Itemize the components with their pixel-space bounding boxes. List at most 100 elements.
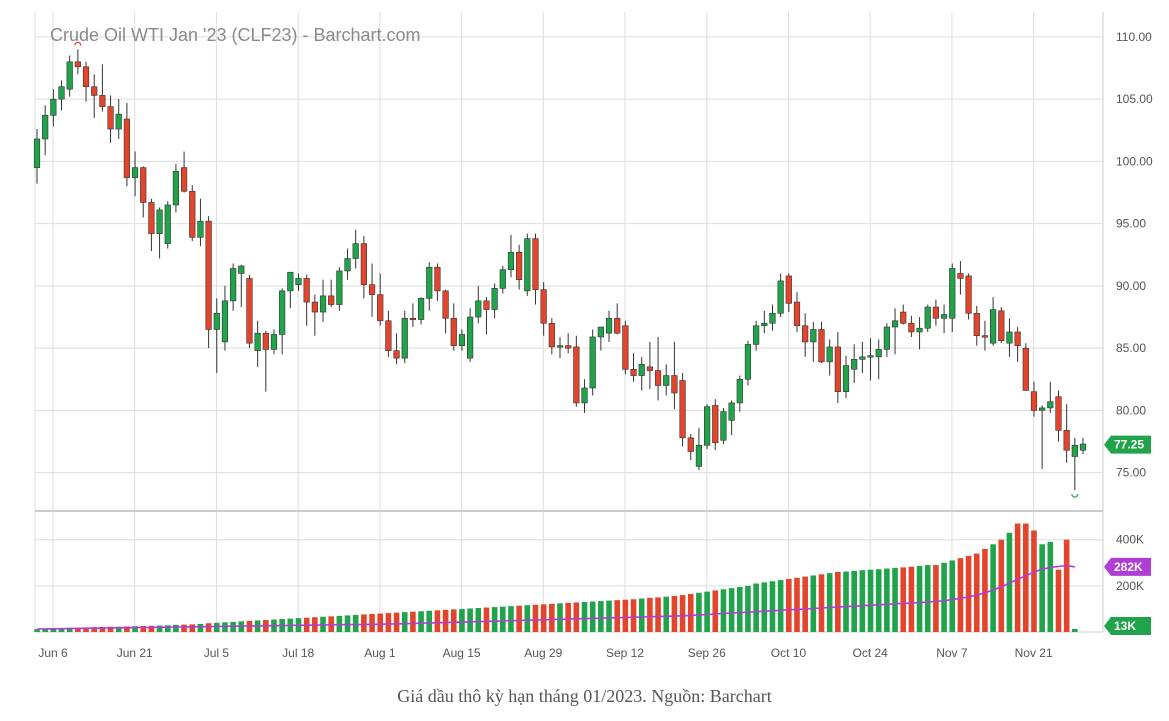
candle-body bbox=[1047, 401, 1054, 409]
candle-body bbox=[932, 306, 940, 319]
candle bbox=[123, 102, 130, 187]
candle-body bbox=[131, 167, 139, 178]
candle bbox=[434, 263, 441, 301]
candle bbox=[630, 353, 637, 382]
candle bbox=[540, 282, 547, 336]
candle-body bbox=[565, 345, 572, 349]
candle bbox=[589, 329, 596, 396]
candle bbox=[442, 289, 449, 334]
volume-bar bbox=[924, 565, 931, 632]
candle bbox=[932, 299, 940, 326]
volume-bar bbox=[1047, 542, 1054, 632]
price-tick-label: 95.00 bbox=[1116, 217, 1146, 231]
volume-bar bbox=[720, 589, 727, 632]
volume-bar bbox=[148, 625, 155, 632]
candle-body bbox=[205, 220, 212, 330]
candle bbox=[58, 80, 65, 111]
candle-body bbox=[532, 238, 539, 290]
candle-body bbox=[66, 61, 73, 90]
candle-body bbox=[156, 209, 163, 234]
volume-bar bbox=[900, 567, 907, 632]
volume-bar bbox=[598, 601, 604, 632]
candle bbox=[875, 339, 882, 380]
candle-body bbox=[172, 171, 180, 206]
volume-bar bbox=[189, 624, 196, 632]
volume-bar bbox=[933, 565, 939, 632]
x-tick-label: Aug 1 bbox=[364, 646, 396, 660]
volume-bar bbox=[1063, 539, 1070, 632]
volume-bar bbox=[712, 590, 719, 632]
candle-body bbox=[148, 202, 155, 234]
volume-bar bbox=[679, 595, 686, 632]
candle-body bbox=[221, 300, 229, 343]
volume-bar bbox=[173, 624, 179, 632]
candle-body bbox=[180, 167, 188, 192]
candle-body bbox=[900, 311, 907, 324]
volume-bar bbox=[91, 627, 98, 632]
candle-body bbox=[377, 294, 384, 322]
candle bbox=[891, 308, 899, 355]
candle-body bbox=[467, 316, 474, 359]
volume-bar bbox=[132, 626, 138, 632]
candle-body bbox=[50, 98, 57, 116]
candle-body bbox=[859, 356, 866, 360]
candle bbox=[221, 285, 229, 351]
candle-body bbox=[336, 270, 343, 305]
candle bbox=[507, 234, 515, 278]
volume-bar bbox=[745, 585, 751, 632]
candle bbox=[1030, 381, 1038, 417]
candle bbox=[409, 303, 417, 327]
candle bbox=[164, 201, 171, 249]
candle-body bbox=[638, 364, 645, 376]
volume-bar bbox=[851, 570, 857, 632]
volume-bar bbox=[549, 603, 555, 632]
candle-body bbox=[254, 332, 261, 351]
volume-bar bbox=[638, 598, 645, 632]
price-chart[interactable]: Jun 6 Jun 21 Jul 5 Jul 18 Aug 1 Aug 15 Aug 29 S… bbox=[0, 0, 1169, 680]
x-tick-label: Jul 5 bbox=[204, 646, 230, 660]
volume-bar bbox=[835, 572, 841, 632]
candle bbox=[703, 404, 711, 449]
candle-body bbox=[965, 275, 972, 314]
volume-bar bbox=[990, 544, 996, 632]
volume-bar bbox=[83, 627, 89, 632]
candle bbox=[458, 329, 466, 351]
volume-bar bbox=[655, 597, 661, 632]
volume-ma-badge: 282K bbox=[1104, 557, 1151, 576]
volume-bar bbox=[181, 624, 187, 632]
candle bbox=[91, 74, 98, 118]
candle bbox=[900, 304, 907, 325]
candle bbox=[279, 288, 286, 355]
candle-body bbox=[761, 322, 768, 327]
candle-body bbox=[695, 444, 703, 467]
volume-bar bbox=[867, 569, 874, 632]
candle bbox=[189, 185, 196, 242]
candle-layer bbox=[33, 41, 1087, 498]
candle-body bbox=[990, 309, 997, 344]
candle-body bbox=[328, 295, 335, 305]
candle bbox=[1022, 343, 1029, 391]
volume-bar bbox=[941, 562, 947, 632]
candle-body bbox=[736, 378, 743, 404]
volume-bar bbox=[794, 577, 800, 632]
candle-body bbox=[589, 336, 596, 389]
candle bbox=[908, 315, 915, 337]
candle-body bbox=[352, 243, 359, 259]
candle-body bbox=[91, 86, 98, 96]
candle-body bbox=[556, 345, 564, 348]
last-price-badge: 77.25 bbox=[1104, 435, 1151, 454]
candle-body bbox=[475, 300, 482, 318]
volume-bar bbox=[385, 613, 392, 632]
candle-body bbox=[123, 118, 130, 178]
candle-body bbox=[663, 375, 670, 386]
candle-body bbox=[1039, 407, 1046, 411]
x-tick-label: Aug 29 bbox=[524, 646, 562, 660]
candle bbox=[924, 304, 931, 332]
volume-bar bbox=[361, 614, 367, 632]
volume-bar bbox=[197, 623, 204, 632]
candle-body bbox=[622, 325, 629, 370]
candle-body bbox=[712, 405, 719, 444]
candle bbox=[981, 320, 989, 351]
candle-body bbox=[262, 332, 269, 350]
candle-body bbox=[99, 95, 106, 107]
